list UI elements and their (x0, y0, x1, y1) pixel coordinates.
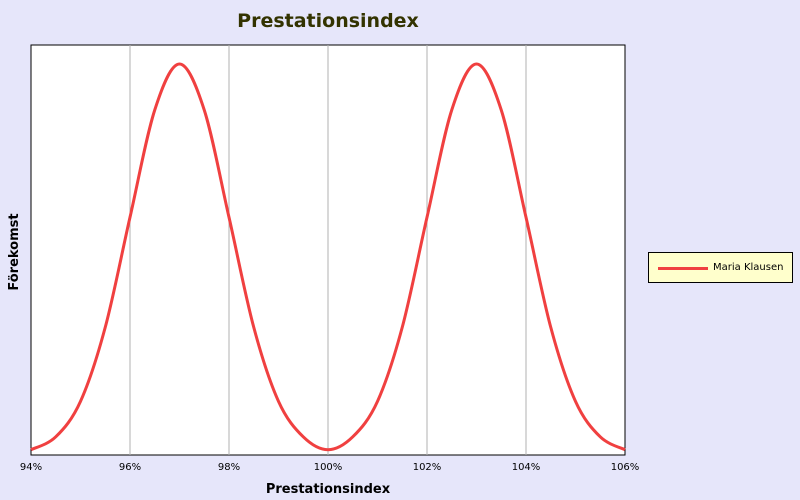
series-line-0 (30, 62, 626, 452)
legend-label-maria-klausen: Maria Klausen (713, 262, 784, 273)
grid-lines (129, 45, 527, 455)
x-tick-label: 96% (119, 462, 141, 473)
x-tick-label: 102% (413, 462, 442, 473)
x-tick-label: 98% (218, 462, 240, 473)
x-axis-title: Prestationsindex (266, 482, 391, 497)
x-tick-label: 104% (512, 462, 541, 473)
y-axis-title: Förekomst (7, 213, 22, 290)
x-tick-label: 106% (611, 462, 640, 473)
x-tick-label: 94% (20, 462, 42, 473)
legend: Maria Klausen (648, 252, 793, 283)
series-layer (30, 62, 626, 452)
x-tick-label: 100% (314, 462, 343, 473)
x-axis-ticks: 94% 96% 98% 100% 102% 104% 106% (20, 462, 639, 473)
legend-swatch-maria-klausen (658, 267, 708, 270)
chart-title: Prestationsindex (237, 10, 419, 32)
